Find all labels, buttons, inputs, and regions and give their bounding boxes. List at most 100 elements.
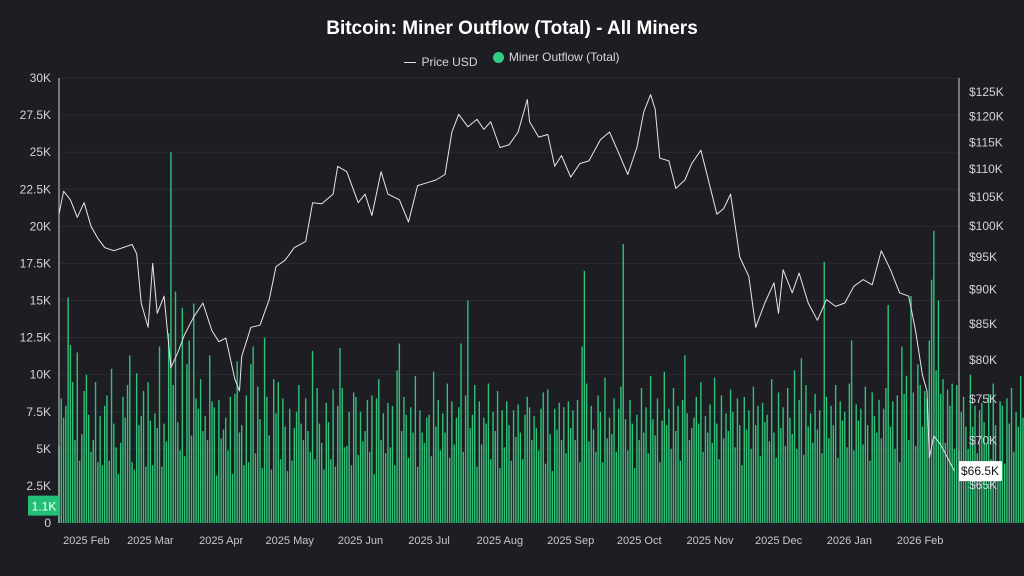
outflow-bar — [889, 426, 892, 523]
outflow-bar — [277, 382, 279, 523]
outflow-bar — [684, 355, 686, 523]
outflow-bar — [469, 428, 471, 523]
outflow-bar — [643, 432, 645, 523]
outflow-bar — [857, 420, 860, 523]
outflow-bar — [622, 244, 624, 523]
outflow-bar — [688, 439, 691, 523]
outflow-bar — [691, 428, 693, 523]
outflow-bar — [940, 393, 942, 523]
outflow-bar — [793, 370, 796, 523]
outflow-bar — [640, 388, 643, 523]
outflow-bar — [135, 373, 138, 523]
outflow-bar — [670, 448, 672, 523]
legend-item-price[interactable]: Price USD — [404, 55, 477, 69]
outflow-bar — [693, 417, 695, 523]
outflow-bar — [485, 423, 487, 523]
right-tick-label: $95K — [969, 250, 997, 264]
outflow-bar — [716, 423, 718, 523]
left-tick-label: 27.5K — [20, 108, 51, 122]
outflow-bar — [259, 419, 261, 523]
outflow-bar — [300, 423, 302, 523]
right-tick-label: $100K — [969, 219, 1004, 233]
outflow-bar — [145, 466, 147, 523]
outflow-bar — [531, 439, 533, 523]
outflow-bar — [711, 442, 713, 523]
outflow-bar — [992, 383, 994, 523]
outflow-bar — [914, 445, 917, 523]
outflow-bar — [179, 450, 181, 523]
outflow-bar — [1001, 405, 1004, 523]
outflow-bar — [1003, 463, 1006, 523]
outflow-bar — [448, 457, 451, 523]
outflow-bar — [805, 385, 807, 523]
outflow-bar — [976, 453, 978, 523]
outflow-bar — [209, 355, 211, 523]
outflow-bar — [659, 462, 661, 523]
outflow-bar — [478, 401, 480, 523]
legend-item-outflow[interactable]: Miner Outflow (Total) — [492, 50, 620, 64]
outflow-bar — [839, 401, 841, 523]
x-tick-label: 2025 Mar — [127, 535, 174, 547]
outflow-bar — [391, 405, 394, 523]
outflow-bar — [617, 408, 620, 523]
outflow-bar — [565, 453, 567, 523]
outflow-bar — [336, 405, 339, 523]
outflow-bar — [88, 414, 90, 523]
outflow-bar — [197, 408, 200, 523]
left-tick-label: 25K — [30, 145, 51, 159]
outflow-bar — [921, 426, 924, 523]
outflow-bar — [816, 429, 819, 523]
outflow-bar — [220, 438, 222, 523]
outflow-bar — [519, 432, 522, 523]
left-tick-label: 2.5K — [26, 479, 51, 493]
outflow-bar — [282, 398, 284, 523]
outflow-bar — [542, 392, 544, 523]
outflow-bar — [167, 333, 170, 523]
outflow-bar — [855, 404, 857, 523]
outflow-bar — [572, 410, 574, 523]
outflow-bar — [76, 352, 78, 523]
outflow-bar — [471, 414, 474, 523]
outflow-bar — [241, 425, 243, 523]
outflow-bar — [309, 451, 311, 523]
outflow-bar — [901, 346, 903, 523]
outflow-bar — [72, 382, 74, 523]
outflow-bar — [988, 393, 990, 523]
outflow-bar — [364, 431, 366, 523]
outflow-bar — [581, 346, 583, 523]
outflow-bar — [510, 460, 512, 523]
x-tick-label: 2025 Feb — [63, 535, 109, 547]
outflow-bar — [734, 447, 736, 523]
outflow-bar — [343, 447, 346, 523]
outflow-bar — [782, 407, 784, 523]
outflow-bar — [151, 465, 154, 523]
outflow-bar — [969, 374, 972, 523]
outflow-bar — [339, 347, 341, 523]
outflow-bar — [323, 469, 325, 523]
outflow-bar — [279, 459, 282, 523]
outflow-bar — [442, 413, 444, 523]
left-tick-label: 17.5K — [20, 256, 51, 270]
outflow-bar — [103, 405, 106, 523]
outflow-bar — [713, 377, 716, 523]
outflow-bar — [311, 350, 314, 523]
outflow-bar — [421, 432, 423, 523]
outflow-bar — [732, 411, 734, 523]
outflow-bar — [142, 390, 145, 523]
outflow-bar — [371, 395, 373, 523]
outflow-bar — [284, 426, 286, 523]
outflow-bar — [113, 423, 115, 523]
outflow-bar — [695, 396, 698, 523]
outflow-bar — [204, 416, 206, 523]
right-tick-label: $75K — [969, 392, 997, 406]
outflow-bar — [636, 414, 638, 523]
outflow-bar — [412, 432, 414, 523]
outflow-bar — [439, 450, 442, 523]
outflow-bar — [161, 466, 163, 523]
outflow-bar — [850, 340, 853, 523]
outflow-bar — [156, 428, 158, 523]
outflow-bar — [574, 439, 576, 523]
outflow-bar — [320, 442, 323, 523]
outflow-bar — [723, 438, 725, 523]
